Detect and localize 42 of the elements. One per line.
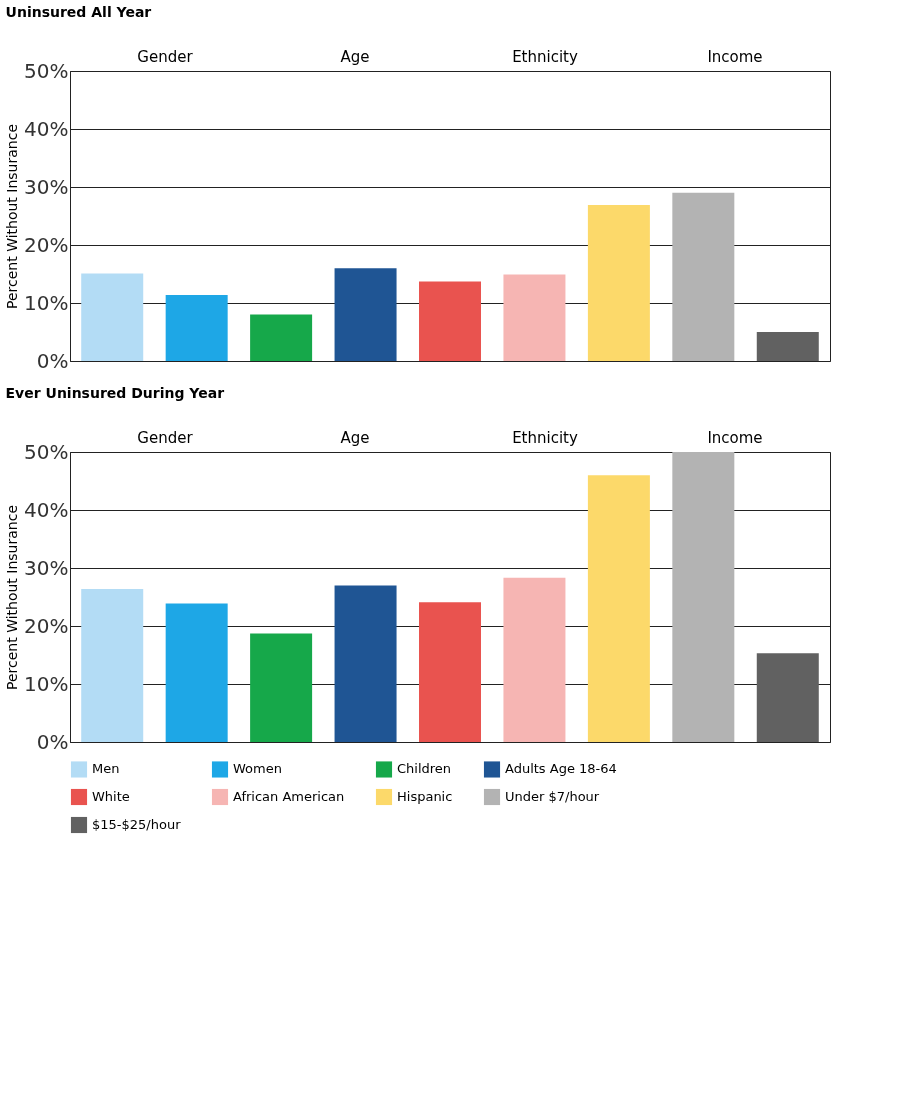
y-tick-label: 0%: [36, 348, 69, 373]
legend-label: Women: [233, 761, 282, 777]
y-tick-label: 0%: [36, 729, 69, 754]
text: Ethnicity: [512, 48, 578, 66]
bar: [756, 332, 819, 361]
bar: [81, 273, 144, 361]
legend-label: Children: [397, 761, 452, 777]
y-tick-label: 40%: [24, 116, 69, 141]
text: Age: [340, 429, 370, 447]
y-tick-label: 20%: [24, 232, 69, 257]
y-tick-label: 10%: [24, 671, 69, 696]
legend-label: Men: [92, 761, 120, 777]
bar: [672, 192, 735, 361]
bar: [334, 268, 397, 361]
legend-label: Adults Age 18-64: [505, 761, 617, 777]
text: Gender: [137, 48, 194, 66]
y-tick-label: 40%: [24, 497, 69, 522]
y-axis-title: Percent Without Insurance: [4, 124, 21, 309]
bar: [503, 274, 566, 361]
y-tick-label: 30%: [24, 174, 69, 199]
y-tick-label: 50%: [24, 439, 69, 464]
y-tick-label: 20%: [24, 613, 69, 638]
legend-label: $15-$25/hour: [92, 817, 182, 832]
text: Gender: [137, 429, 194, 447]
y-tick-label: 10%: [24, 290, 69, 315]
bar: [250, 314, 313, 361]
legend-label: White: [92, 789, 130, 804]
text: Income: [707, 48, 763, 66]
bar: [587, 204, 650, 361]
chart-title: Ever Uninsured During Year: [5, 385, 225, 401]
text: Income: [707, 429, 763, 447]
legend-label: Under $7/hour: [505, 789, 600, 804]
y-axis-title: Percent Without Insurance: [4, 505, 21, 690]
text: Ethnicity: [512, 429, 578, 447]
bar: [419, 281, 481, 361]
y-tick-label: 50%: [24, 58, 69, 83]
bar: [165, 294, 228, 361]
chart-title: Uninsured All Year: [5, 4, 152, 20]
y-tick-label: 30%: [24, 555, 69, 580]
text: Age: [340, 48, 370, 66]
legend-label: Hispanic: [397, 789, 453, 804]
legend-label: African American: [233, 789, 345, 804]
